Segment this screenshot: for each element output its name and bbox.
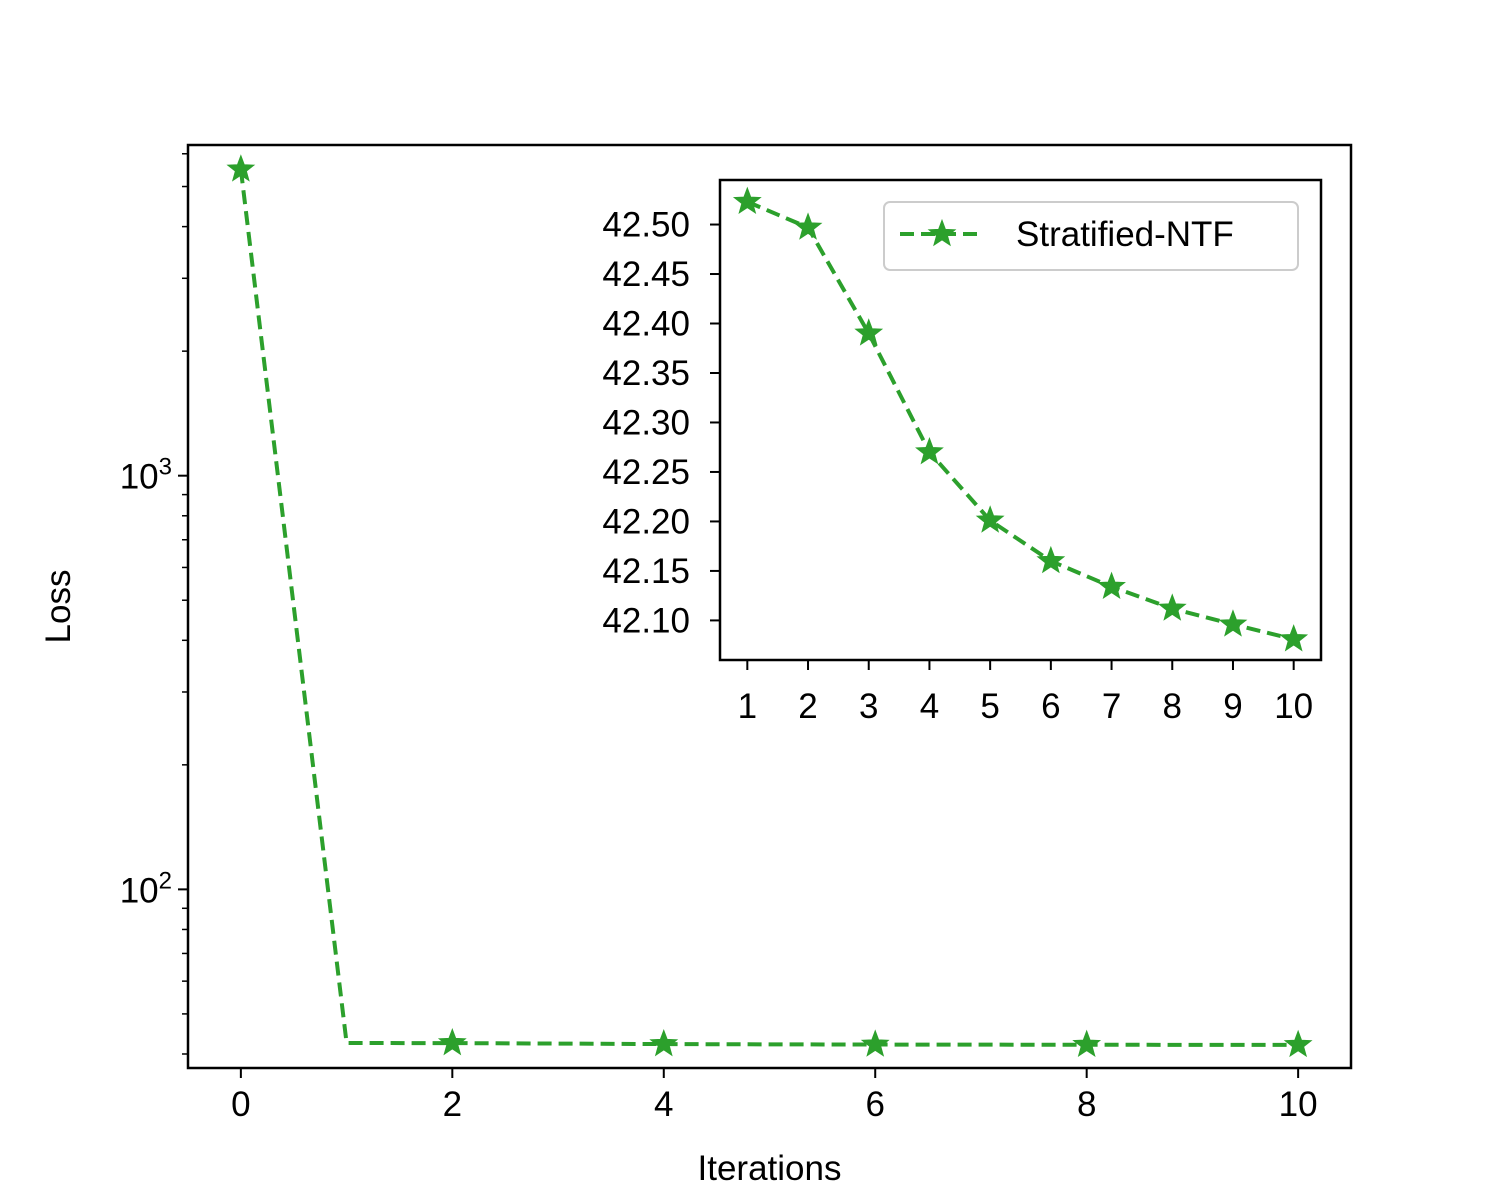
- x-tick-label: 0: [231, 1085, 250, 1124]
- y-tick-label: 103: [120, 454, 172, 497]
- inset-x-tick-label: 1: [738, 687, 757, 726]
- main-plot-frame: [186, 143, 1353, 1070]
- data-point-marker: [1283, 1029, 1313, 1058]
- y-axis-title: Loss: [39, 570, 78, 644]
- inset-data-point-marker: [1097, 571, 1126, 600]
- inset-data-point-marker: [1157, 593, 1187, 621]
- inset-y-tick-label: 42.35: [602, 354, 690, 393]
- inset-data-point-marker: [793, 212, 823, 240]
- inset-data-point-marker: [854, 318, 884, 346]
- x-tick-label: 10: [1279, 1085, 1318, 1124]
- y-tick-exponent: 3: [159, 454, 172, 481]
- x-tick-label: 6: [865, 1085, 884, 1124]
- legend-box: [883, 201, 1299, 271]
- data-point-marker: [226, 154, 256, 182]
- inset-y-tick-label: 42.10: [602, 601, 690, 640]
- inset-x-tick-label: 8: [1163, 687, 1182, 726]
- y-tick-exponent: 2: [159, 867, 172, 894]
- inset-plot: 1 2 3 4 5 6 7 8 9 10 42.10 42.15 42.20 42.25 42.30 42.3…: [602, 178, 1323, 726]
- y-tick-base: 10: [120, 871, 159, 910]
- inset-y-tick-label: 42.50: [602, 206, 690, 245]
- data-point-marker: [649, 1028, 679, 1057]
- inset-series-line-stratified-ntf: [746, 199, 1295, 642]
- x-tick-label: 4: [654, 1085, 673, 1124]
- inset-x-tick-label: 4: [920, 687, 939, 726]
- inset-y-tick-label: 42.40: [602, 305, 690, 344]
- legend-label: Stratified-NTF: [1016, 215, 1234, 254]
- inset-x-tick-label: 5: [980, 687, 999, 726]
- inset-data-point-marker: [975, 505, 1005, 533]
- x-axis-title: Iterations: [698, 1149, 842, 1188]
- inset-data-point-marker: [1218, 609, 1248, 637]
- inset-y-tick-label: 42.20: [602, 502, 690, 541]
- x-tick-label: 8: [1077, 1085, 1096, 1124]
- inset-data-point-marker: [1279, 624, 1309, 652]
- y-tick-label: 102: [120, 867, 172, 910]
- inset-data-point-marker: [915, 437, 944, 465]
- inset-data-point-marker: [1036, 545, 1066, 574]
- series-line-stratified-ntf: [238, 169, 1299, 1047]
- legend-marker-swatch: [927, 218, 957, 247]
- legend: Stratified-NTF: [883, 201, 1299, 271]
- inset-x-tick-label: 6: [1041, 687, 1060, 726]
- inset-y-tick-label: 42.30: [602, 403, 690, 442]
- inset-plot-frame: [718, 178, 1323, 662]
- inset-y-tick-label: 42.25: [602, 453, 690, 492]
- inset-y-tick-label: 42.15: [602, 552, 690, 591]
- data-point-marker: [437, 1027, 467, 1056]
- data-point-marker: [1072, 1029, 1102, 1058]
- x-tick-label: 2: [443, 1085, 462, 1124]
- inset-x-tick-label: 10: [1274, 687, 1313, 726]
- inset-y-tick-label: 42.45: [602, 255, 690, 294]
- data-point-marker: [860, 1029, 890, 1057]
- inset-x-tick-label: 3: [859, 687, 878, 726]
- y-tick-base: 10: [120, 458, 159, 497]
- inset-x-tick-label: 2: [798, 687, 817, 726]
- inset-x-tick-label: 7: [1102, 687, 1121, 726]
- inset-data-point-marker: [732, 186, 762, 215]
- inset-x-tick-label: 9: [1223, 687, 1242, 726]
